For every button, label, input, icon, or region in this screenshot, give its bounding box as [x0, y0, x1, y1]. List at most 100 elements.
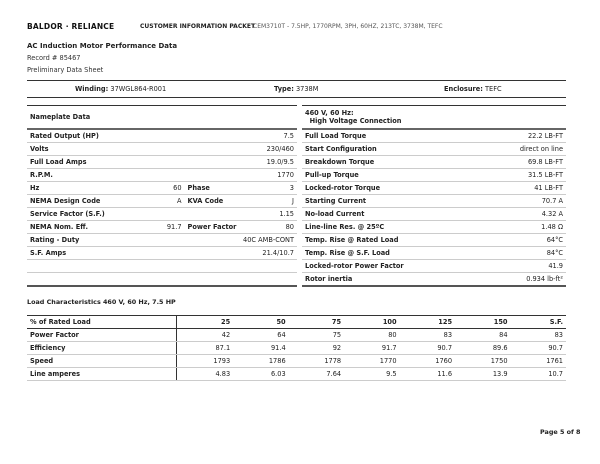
- load-characteristics-table: % of Rated Load 25 50 75 100 125 150 S.F. Power …: [27, 315, 566, 381]
- row-value: direct on line: [481, 142, 566, 156]
- row-value: 4.32 A: [481, 207, 566, 221]
- enclosure-info: Enclosure: TEFC: [444, 85, 502, 93]
- motor-info-row: Winding: 37WGL864-R001 Type: 3738M Enclo…: [27, 80, 566, 98]
- row-label: Efficiency: [27, 341, 177, 355]
- sheet-status: Preliminary Data Sheet: [27, 66, 104, 74]
- value-cell: 1750: [455, 354, 511, 368]
- value-cell: 1778: [288, 354, 345, 368]
- row-label: No-load Current: [302, 207, 482, 221]
- row-value: A: [150, 194, 185, 208]
- load-row: Power Factor 42 64 75 80 83 84 83: [27, 328, 566, 342]
- doc-title: AC Induction Motor Performance Data: [27, 42, 178, 50]
- row-value: 19.0/9.5: [184, 155, 297, 169]
- load-row: Efficiency 87.1 91.4 92 91.7 90.7 89.6 90.7: [27, 341, 566, 355]
- row-value: J: [273, 194, 297, 208]
- nameplate-row: Rating - Duty 40C AMB-CONT: [27, 233, 297, 247]
- row-value: 80: [273, 220, 297, 234]
- winding-info: Winding: 37WGL864-R001: [75, 85, 167, 93]
- connection-row: Start Configuration direct on line: [302, 142, 566, 156]
- value-cell: 91.7: [344, 341, 400, 355]
- connection-row: Rotor inertia 0.934 lb-ft²: [302, 272, 566, 287]
- column-header: 125: [399, 315, 456, 329]
- row-value: 60: [150, 181, 185, 195]
- row-value: 70.7 A: [481, 194, 566, 208]
- row-value: 69.8 LB-FT: [481, 155, 566, 169]
- row-label: NEMA Nom. Eff.: [27, 220, 151, 234]
- value-cell: 87.1: [176, 341, 234, 355]
- column-header: 25: [176, 315, 234, 329]
- load-characteristics-title: Load Characteristics 460 V, 60 Hz, 7.5 H…: [27, 298, 176, 306]
- row-label: Start Configuration: [302, 142, 482, 156]
- nameplate-row: NEMA Design Code A KVA Code J: [27, 194, 297, 208]
- connection-row: Breakdown Torque 69.8 LB-FT: [302, 155, 566, 169]
- value-cell: 10.7: [510, 367, 566, 381]
- row-value: 1.15: [184, 207, 297, 221]
- nameplate-row: Rated Output (HP) 7.5: [27, 129, 297, 143]
- load-row: Line amperes 4.83 6.03 7.64 9.5 11.6 13.9 10.7: [27, 367, 566, 381]
- row-label: Volts: [27, 142, 185, 156]
- value-cell: 80: [344, 328, 400, 342]
- value-cell: 1760: [399, 354, 456, 368]
- row-label: Line-line Res. @ 25ºC: [302, 220, 482, 234]
- nameplate-title: Nameplate Data: [27, 105, 297, 130]
- value-cell: 1786: [233, 354, 289, 368]
- type-info: Type: 3738M: [274, 85, 319, 93]
- row-value: 41 LB-FT: [481, 181, 566, 195]
- row-value: 31.5 LB-FT: [481, 168, 566, 182]
- connection-row: Starting Current 70.7 A: [302, 194, 566, 208]
- value-cell: 91.4: [233, 341, 289, 355]
- row-value: 1770: [184, 168, 297, 182]
- value-cell: 42: [176, 328, 234, 342]
- connection-row: Temp. Rise @ S.F. Load 84°C: [302, 246, 566, 260]
- value-cell: 11.6: [399, 367, 456, 381]
- value-cell: 1793: [176, 354, 234, 368]
- row-value: 230/460: [184, 142, 297, 156]
- nameplate-row: Hz 60 Phase 3: [27, 181, 297, 195]
- row-label: NEMA Design Code: [27, 194, 151, 208]
- value-cell: 13.9: [455, 367, 511, 381]
- load-header-row: % of Rated Load 25 50 75 100 125 150 S.F.: [27, 315, 566, 329]
- connection-row: Temp. Rise @ Rated Load 64°C: [302, 233, 566, 247]
- row-value: 91.7: [150, 220, 185, 234]
- row-label: Breakdown Torque: [302, 155, 482, 169]
- nameplate-row: [27, 272, 297, 287]
- value-cell: 83: [399, 328, 456, 342]
- row-label: Pull-up Torque: [302, 168, 482, 182]
- value-cell: 92: [288, 341, 345, 355]
- connection-title: 460 V, 60 Hz: High Voltage Connection: [302, 105, 566, 130]
- row-label: Starting Current: [302, 194, 482, 208]
- value-cell: 84: [455, 328, 511, 342]
- value-cell: 89.6: [455, 341, 511, 355]
- row-value: 0.934 lb-ft²: [481, 272, 566, 287]
- connection-table: 460 V, 60 Hz: High Voltage Connection Fu…: [302, 105, 566, 287]
- nameplate-row: S.F. Amps 21.4/10.7: [27, 246, 297, 260]
- column-header: % of Rated Load: [27, 315, 177, 329]
- row-value: 7.5: [184, 129, 297, 143]
- row-label: Phase: [184, 181, 274, 195]
- row-label: Hz: [27, 181, 151, 195]
- empty-cell: [27, 272, 297, 287]
- row-value: 41.9: [481, 259, 566, 273]
- empty-cell: [27, 259, 297, 273]
- row-label: S.F. Amps: [27, 246, 185, 260]
- value-cell: 90.7: [399, 341, 456, 355]
- row-value: 21.4/10.7: [184, 246, 297, 260]
- column-header: 100: [344, 315, 400, 329]
- nameplate-row: R.P.M. 1770: [27, 168, 297, 182]
- nameplate-table: Nameplate Data Rated Output (HP) 7.5 Volts…: [27, 105, 297, 287]
- nameplate-row: Full Load Amps 19.0/9.5: [27, 155, 297, 169]
- value-cell: 4.83: [176, 367, 234, 381]
- baldor-reliance-logo: BALDOR · RELIANCE: [27, 22, 115, 31]
- nameplate-row: Service Factor (S.F.) 1.15: [27, 207, 297, 221]
- row-value: 3: [273, 181, 297, 195]
- row-label: Locked-rotor Torque: [302, 181, 482, 195]
- page-number: Page 5 of 8: [540, 428, 581, 436]
- column-header: S.F.: [510, 315, 566, 329]
- value-cell: 7.64: [288, 367, 345, 381]
- row-value: 64°C: [481, 233, 566, 247]
- row-label: Temp. Rise @ Rated Load: [302, 233, 482, 247]
- nameplate-row: Volts 230/460: [27, 142, 297, 156]
- row-value: 40C AMB-CONT: [184, 233, 297, 247]
- row-label: Rated Output (HP): [27, 129, 185, 143]
